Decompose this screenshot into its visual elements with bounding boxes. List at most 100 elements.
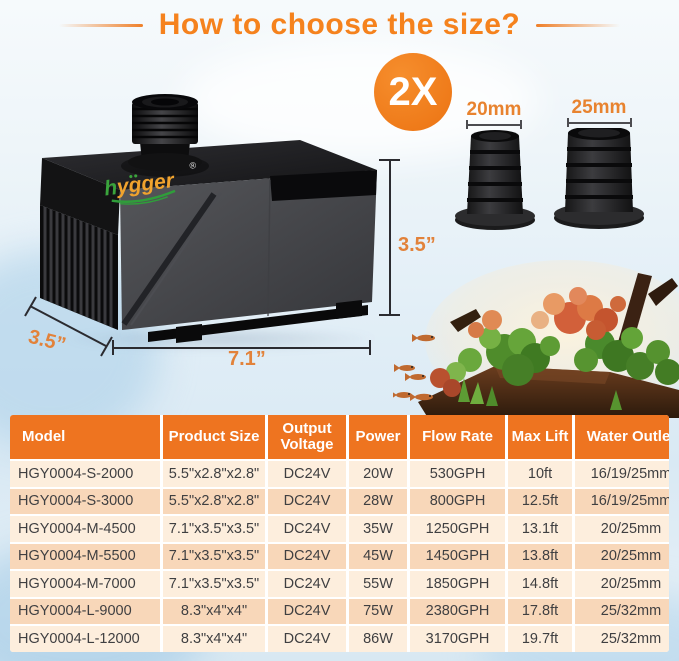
table-cell: 16/19/25mm (575, 488, 669, 514)
table-cell: 17.8ft (508, 598, 572, 624)
outlet-adapters (455, 128, 644, 230)
adapter-size-label-25mm: 25mm (571, 97, 627, 118)
table-cell: 800GPH (410, 488, 505, 514)
pump-length-label: 7.1” (228, 348, 266, 370)
dimension-tick (369, 340, 371, 355)
table-cell: 20/25mm (575, 516, 669, 542)
pump-gloss-strip (270, 170, 377, 201)
title-row: How to choose the size? (0, 8, 679, 42)
aquascape-photo (418, 260, 679, 418)
adapter-size-label-20mm: 20mm (466, 99, 522, 120)
table-cell: 8.3"x4"x4" (163, 598, 265, 624)
depth-dimension-line (24, 296, 113, 357)
table-cell: 530GPH (410, 461, 505, 487)
table-cell: 5.5"x2.8"x2.8" (163, 488, 265, 514)
table-cell: 8.3"x4"x4" (163, 626, 265, 652)
pump-foot (336, 300, 362, 319)
measure-tick (567, 118, 569, 127)
pump-outlet-thread (121, 94, 209, 177)
table-cell: 13.1ft (508, 516, 572, 542)
dimension-tick (379, 314, 400, 316)
measure-line (567, 122, 631, 124)
header-cell-power: Power (349, 415, 407, 459)
table-cell: HGY0004-L-9000 (10, 598, 160, 624)
table-cell: 86W (349, 626, 407, 652)
header-cell-model: Model (10, 415, 160, 459)
table-cell: 13.8ft (508, 543, 572, 569)
table-cell: 7.1"x3.5"x3.5" (163, 516, 265, 542)
table-cell: 5.5"x2.8"x2.8" (163, 461, 265, 487)
table-cell: 1850GPH (410, 571, 505, 597)
table-cell: 1450GPH (410, 543, 505, 569)
table-cell: DC24V (268, 626, 346, 652)
table-cell: HGY0004-M-4500 (10, 516, 160, 542)
pump-top-face (42, 140, 377, 190)
plants-grass (458, 378, 622, 410)
title-dash-left (58, 23, 143, 27)
table-cell: 35W (349, 516, 407, 542)
dimension-tick (379, 159, 400, 161)
pump-foot (176, 324, 202, 343)
table-cell: DC24V (268, 598, 346, 624)
table-cell: DC24V (268, 488, 346, 514)
table-cell: 20/25mm (575, 571, 669, 597)
table-cell: 20W (349, 461, 407, 487)
table-cell: 10ft (508, 461, 572, 487)
table-cell: HGY0004-S-3000 (10, 488, 160, 514)
table-cell: 3170GPH (410, 626, 505, 652)
table-cell: 75W (349, 598, 407, 624)
adapter-20mm (455, 130, 535, 230)
table-cell: DC24V (268, 571, 346, 597)
measure-tick (466, 120, 468, 129)
table-cell: 14.8ft (508, 571, 572, 597)
table-cell: 16/19/25mm (575, 461, 669, 487)
brand-logo: •• hygger ® (103, 160, 197, 205)
table-cell: 7.1"x3.5"x3.5" (163, 543, 265, 569)
header-cell-product-size: Product Size (163, 415, 265, 459)
pump-base (148, 305, 368, 342)
fish (393, 334, 435, 401)
table-cell: 7.1"x3.5"x3.5" (163, 571, 265, 597)
table-cell: DC24V (268, 516, 346, 542)
measure-tick (520, 120, 522, 129)
table-cell: 20/25mm (575, 543, 669, 569)
height-dimension-line (389, 160, 391, 315)
spec-table: Model Product Size Output Voltage Power Flow… (10, 415, 669, 652)
pump-front-face (120, 170, 377, 330)
table-cell: HGY0004-M-5500 (10, 543, 160, 569)
plants-red (430, 287, 626, 397)
dimension-tick (112, 340, 114, 355)
logo-umlaut-dots: •• (128, 170, 140, 184)
measure-line (466, 124, 521, 126)
table-cell: HGY0004-M-7000 (10, 571, 160, 597)
logo-swoosh (111, 189, 176, 205)
measure-tick (630, 118, 632, 127)
page-title: How to choose the size? (158, 8, 521, 41)
pump-diagonal-accent (121, 192, 217, 326)
fish-school (393, 334, 435, 401)
header-cell-output-voltage: Output Voltage (268, 415, 346, 459)
table-cell: 28W (349, 488, 407, 514)
table-cell: DC24V (268, 543, 346, 569)
pump-logo-panel (40, 158, 120, 235)
table-cell: 45W (349, 543, 407, 569)
table-cell: HGY0004-L-12000 (10, 626, 160, 652)
registered-trademark: ® (188, 160, 197, 171)
pump-illustration (40, 94, 377, 343)
header-cell-flow-rate: Flow Rate (410, 415, 505, 459)
header-cell-water-outlet: Water Outlet (575, 415, 669, 459)
title-dash-right (536, 23, 621, 27)
pump-height-label: 3.5” (398, 234, 436, 256)
table-cell: HGY0004-S-2000 (10, 461, 160, 487)
table-cell: 12.5ft (508, 488, 572, 514)
table-cell: 55W (349, 571, 407, 597)
length-dimension-line (113, 347, 370, 349)
table-cell: 1250GPH (410, 516, 505, 542)
table-cell: 2380GPH (410, 598, 505, 624)
table-cell: DC24V (268, 461, 346, 487)
table-cell: 25/32mm (575, 626, 669, 652)
table-cell: 19.7ft (508, 626, 572, 652)
header-cell-max-lift: Max Lift (508, 415, 572, 459)
quantity-badge: 2X (374, 53, 452, 131)
